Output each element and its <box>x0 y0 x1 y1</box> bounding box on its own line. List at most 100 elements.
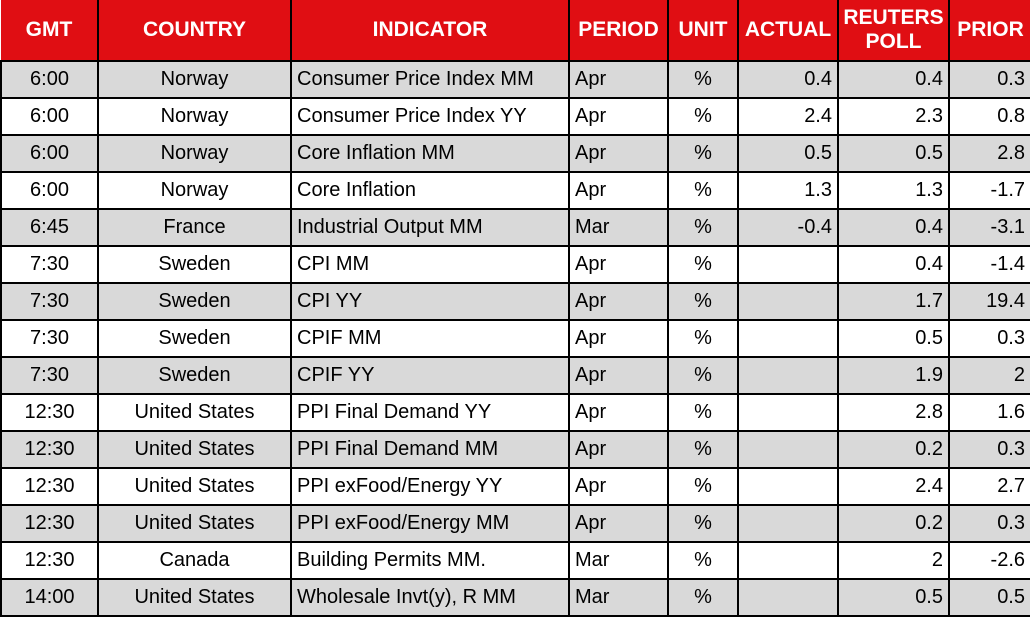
cell-country: United States <box>97 504 292 543</box>
cell-prior: 1.6 <box>948 393 1030 432</box>
cell-reuters-poll: 1.9 <box>837 356 950 395</box>
cell-indicator: PPI Final Demand YY <box>290 393 570 432</box>
cell-gmt: 7:30 <box>0 282 99 321</box>
cell-gmt: 7:30 <box>0 356 99 395</box>
cell-prior: -3.1 <box>948 208 1030 247</box>
table-header: GMT COUNTRY INDICATOR PERIOD UNIT ACTUAL… <box>1 0 1030 62</box>
cell-unit: % <box>667 578 739 617</box>
table-row: 6:00 Norway Core Inflation Apr% 1.3 1.3 -1.7 <box>0 171 1030 210</box>
cell-indicator: Wholesale Invt(y), R MM <box>290 578 570 617</box>
cell-indicator: PPI exFood/Energy MM <box>290 504 570 543</box>
cell-reuters-poll: 2.4 <box>837 467 950 506</box>
cell-reuters-poll: 0.5 <box>837 319 950 358</box>
cell-country: United States <box>97 578 292 617</box>
cell-prior: 2 <box>948 356 1030 395</box>
cell-actual <box>737 578 839 617</box>
cell-gmt: 12:30 <box>0 393 99 432</box>
cell-unit: % <box>667 171 739 210</box>
cell-period: Apr <box>568 60 669 99</box>
table-row: 6:00 Norway Consumer Price Index YY Apr% 2.4… <box>0 97 1030 136</box>
cell-unit: % <box>667 97 739 136</box>
column-header-reuters-poll: REUTERS POLL <box>837 0 950 62</box>
column-header-country: COUNTRY <box>97 0 292 62</box>
cell-gmt: 6:45 <box>0 208 99 247</box>
cell-prior: 2.7 <box>948 467 1030 506</box>
cell-actual <box>737 504 839 543</box>
cell-actual <box>737 430 839 469</box>
cell-unit: % <box>667 541 739 580</box>
cell-period: Apr <box>568 430 669 469</box>
table-row: 7:30 Sweden CPI YY Apr% 1.7 19.4 <box>0 282 1030 321</box>
cell-unit: % <box>667 504 739 543</box>
cell-country: Sweden <box>97 282 292 321</box>
cell-period: Apr <box>568 171 669 210</box>
cell-unit: % <box>667 319 739 358</box>
cell-unit: % <box>667 208 739 247</box>
cell-unit: % <box>667 467 739 506</box>
cell-indicator: Core Inflation MM <box>290 134 570 173</box>
cell-country: United States <box>97 467 292 506</box>
cell-reuters-poll: 0.4 <box>837 60 950 99</box>
cell-reuters-poll: 1.3 <box>837 171 950 210</box>
cell-country: Sweden <box>97 319 292 358</box>
cell-indicator: Industrial Output MM <box>290 208 570 247</box>
column-header-unit: UNIT <box>667 0 739 62</box>
cell-indicator: Consumer Price Index YY <box>290 97 570 136</box>
cell-period: Apr <box>568 356 669 395</box>
cell-actual <box>737 541 839 580</box>
cell-period: Apr <box>568 504 669 543</box>
cell-unit: % <box>667 245 739 284</box>
cell-prior: 0.3 <box>948 504 1030 543</box>
cell-prior: 2.8 <box>948 134 1030 173</box>
cell-actual <box>737 356 839 395</box>
cell-indicator: Core Inflation <box>290 171 570 210</box>
cell-country: Norway <box>97 97 292 136</box>
cell-actual: 1.3 <box>737 171 839 210</box>
column-header-gmt: GMT <box>1 0 99 62</box>
table-row: 7:30 Sweden CPI MM Apr% 0.4 -1.4 <box>0 245 1030 284</box>
cell-unit: % <box>667 282 739 321</box>
cell-unit: % <box>667 356 739 395</box>
cell-reuters-poll: 2.8 <box>837 393 950 432</box>
cell-prior: 0.3 <box>948 430 1030 469</box>
cell-gmt: 12:30 <box>0 467 99 506</box>
cell-actual: -0.4 <box>737 208 839 247</box>
cell-prior: -2.6 <box>948 541 1030 580</box>
table-row: 6:00 Norway Consumer Price Index MM Apr% 0.4… <box>0 60 1030 99</box>
cell-country: Canada <box>97 541 292 580</box>
column-header-indicator: INDICATOR <box>290 0 570 62</box>
table-body: 6:00 Norway Consumer Price Index MM Apr% 0.4… <box>0 60 1030 617</box>
cell-reuters-poll: 0.4 <box>837 208 950 247</box>
cell-gmt: 12:30 <box>0 430 99 469</box>
cell-prior: 0.3 <box>948 319 1030 358</box>
cell-reuters-poll: 2.3 <box>837 97 950 136</box>
cell-indicator: CPIF MM <box>290 319 570 358</box>
cell-indicator: CPI MM <box>290 245 570 284</box>
table-row: 12:30 United States PPI exFood/Energy MM Ap… <box>0 504 1030 543</box>
table-row: 12:30 United States PPI exFood/Energy YY Ap… <box>0 467 1030 506</box>
cell-reuters-poll: 0.4 <box>837 245 950 284</box>
cell-country: France <box>97 208 292 247</box>
cell-period: Apr <box>568 245 669 284</box>
cell-reuters-poll: 1.7 <box>837 282 950 321</box>
cell-prior: 0.3 <box>948 60 1030 99</box>
cell-prior: 0.5 <box>948 578 1030 617</box>
cell-actual: 0.5 <box>737 134 839 173</box>
table-row: 14:00 United States Wholesale Invt(y), R M… <box>0 578 1030 617</box>
cell-reuters-poll: 0.2 <box>837 504 950 543</box>
cell-period: Apr <box>568 393 669 432</box>
cell-period: Apr <box>568 467 669 506</box>
table-row: 12:30 Canada Building Permits MM. Mar% 2 -2.6 <box>0 541 1030 580</box>
cell-prior: 0.8 <box>948 97 1030 136</box>
cell-indicator: PPI exFood/Energy YY <box>290 467 570 506</box>
cell-period: Apr <box>568 282 669 321</box>
cell-gmt: 6:00 <box>0 134 99 173</box>
cell-gmt: 6:00 <box>0 171 99 210</box>
column-header-period: PERIOD <box>568 0 669 62</box>
cell-country: Norway <box>97 60 292 99</box>
cell-gmt: 6:00 <box>0 60 99 99</box>
cell-actual <box>737 282 839 321</box>
cell-actual: 0.4 <box>737 60 839 99</box>
cell-period: Mar <box>568 208 669 247</box>
